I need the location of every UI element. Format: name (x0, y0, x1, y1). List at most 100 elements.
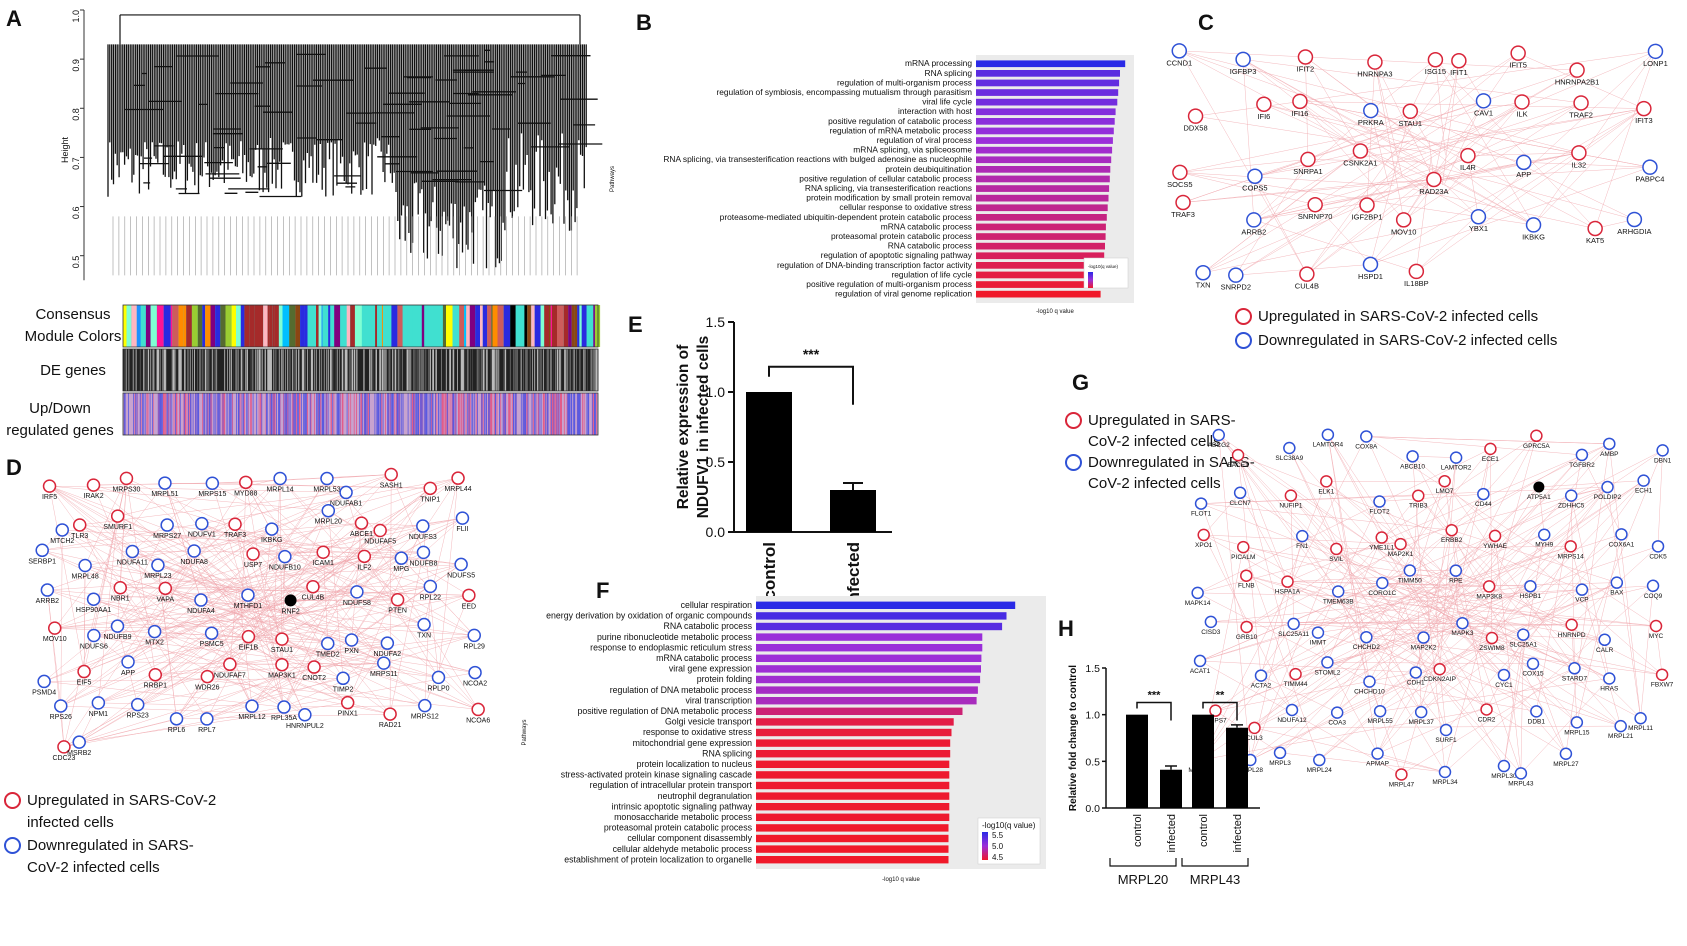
network-node-socs5: SOCS5 (1167, 164, 1193, 189)
node-label: XPO1 (1195, 542, 1213, 549)
node-label: STAU1 (271, 647, 293, 654)
module-color-strip (231, 305, 236, 347)
category-label-12: positive regulation of cellular cataboli… (799, 173, 972, 183)
legend-down-l1: Downregulated in SARS- (27, 837, 194, 854)
network-node-cd44: CD44 (1475, 487, 1492, 508)
node-label: RPS26 (50, 714, 72, 721)
bar-2 (976, 79, 1120, 87)
module-color-strip (163, 305, 171, 347)
network-node-map3k1: MAP3K1 (268, 657, 296, 680)
network-node-irf5: IRF5 (42, 479, 57, 501)
row-label-updown: Up/Down regulated genes (0, 398, 120, 442)
down-node-icon (1417, 631, 1430, 644)
network-node-mrpl55: MRPL55 (1367, 704, 1393, 725)
node-label: TRAF2 (1569, 110, 1593, 119)
network-node-csnk2a1: CSNK2A1 (1343, 143, 1377, 167)
down-node-icon (40, 583, 55, 597)
module-color-strip (334, 305, 341, 347)
down-node-icon (1371, 747, 1384, 760)
category-label-18: neutrophil degranulation (658, 791, 753, 801)
node-label: IRF5 (42, 494, 57, 501)
down-node-icon (169, 712, 184, 726)
node-label: BAX (1610, 590, 1624, 597)
h-errorbar-3 (1231, 724, 1243, 728)
bar-24 (976, 290, 1101, 298)
down-node-icon (1646, 579, 1660, 593)
network-node-cul3: CUL3 (1246, 721, 1263, 742)
down-node-icon (417, 617, 431, 632)
module-color-strip (414, 305, 419, 347)
red-circle-icon (1065, 412, 1082, 429)
module-color-strip (269, 305, 273, 347)
module-color-strip (515, 305, 521, 347)
network-node-abce1: ABCE1 (350, 516, 373, 538)
bar-21 (976, 262, 1104, 269)
network-node-bace1: BACE1 (1227, 448, 1249, 469)
node-label: APP (121, 670, 135, 677)
node-label: NCOA6 (466, 717, 490, 724)
network-node-nbr1: NBR1 (111, 580, 130, 603)
down-node-icon (1637, 474, 1650, 487)
bar-20 (756, 813, 950, 821)
network-node-mrpl21: MRPL21 (1608, 719, 1634, 740)
up-node-icon (423, 481, 437, 496)
module-color-strip (259, 305, 264, 347)
up-node-icon (1564, 540, 1577, 553)
category-label-24: regulation of viral genome replication (835, 289, 972, 299)
down-node-icon (78, 558, 92, 573)
module-color-strip (313, 305, 316, 347)
network-node-rpl6: RPL6 (168, 712, 185, 734)
node-label: CDKN2AIP (1423, 676, 1456, 683)
network-node-mov10: MOV10 (43, 621, 67, 643)
node-label: RPL35A (271, 715, 297, 722)
network-node-hras: HRAS (1600, 672, 1619, 693)
down-node-icon (1360, 430, 1373, 443)
node-label: MRPL34 (1432, 779, 1458, 786)
category-label-8: regulation of viral process (877, 135, 972, 145)
down-node-icon (1287, 617, 1300, 631)
network-node-ndufa4: NDUFA4 (187, 593, 215, 615)
up-node-icon (390, 592, 405, 607)
node-label: MYC (1649, 633, 1664, 640)
panel-e-label: E (628, 312, 643, 337)
down-node-icon (1575, 583, 1589, 596)
node-label: SMURF1 (103, 524, 132, 531)
svgG-edge-paths (1197, 434, 1663, 775)
node-label: IFIT3 (1635, 116, 1653, 125)
down-node-icon (1525, 217, 1542, 233)
up-node-icon (1484, 442, 1497, 456)
module-color-strip (316, 305, 319, 347)
down-node-icon (1285, 703, 1299, 717)
module-color-strip (380, 305, 382, 347)
down-node-icon (1598, 633, 1611, 647)
network-node-coq9: COQ9 (1644, 579, 1663, 600)
node-label: TRAF3 (1171, 210, 1195, 219)
network-node-ddx58: DDX58 (1183, 108, 1208, 133)
e-errorbar-1 (843, 482, 863, 490)
network-node-mrpl23: MRPL23 (144, 558, 172, 580)
bar-11 (756, 718, 954, 726)
node-label: RPE (1449, 578, 1463, 585)
module-color-strip (304, 305, 308, 347)
node-label: ILK (1516, 109, 1527, 118)
network-node-rrbp1: RRBP1 (144, 667, 167, 690)
bar-6 (756, 665, 981, 673)
network-node-stard7: STARD7 (1562, 662, 1587, 682)
node-label: RNF2 (281, 608, 299, 615)
bar-10 (756, 707, 963, 715)
down-node-icon (130, 697, 145, 712)
network-node-tgfbr2: TGFBR2 (1569, 448, 1595, 469)
network-node-mrpl37: MRPL37 (1409, 705, 1434, 726)
bar-23 (756, 845, 949, 853)
node-label: LAMTOR2 (1441, 465, 1472, 472)
network-node-ddb1: DDB1 (1528, 705, 1545, 725)
module-color-strip (491, 305, 493, 347)
up-node-icon (48, 621, 62, 635)
node-label: CLCN7 (1229, 500, 1251, 507)
network-node-mrpl20: MRPL20 (315, 503, 342, 526)
hub-node-icon (284, 594, 297, 607)
network-node-acta2: ACTA2 (1251, 669, 1272, 690)
network-node-traf3: TRAF3 (224, 517, 246, 539)
network-node-erbb2: ERBB2 (1441, 523, 1463, 544)
module-color-strip (524, 305, 528, 347)
